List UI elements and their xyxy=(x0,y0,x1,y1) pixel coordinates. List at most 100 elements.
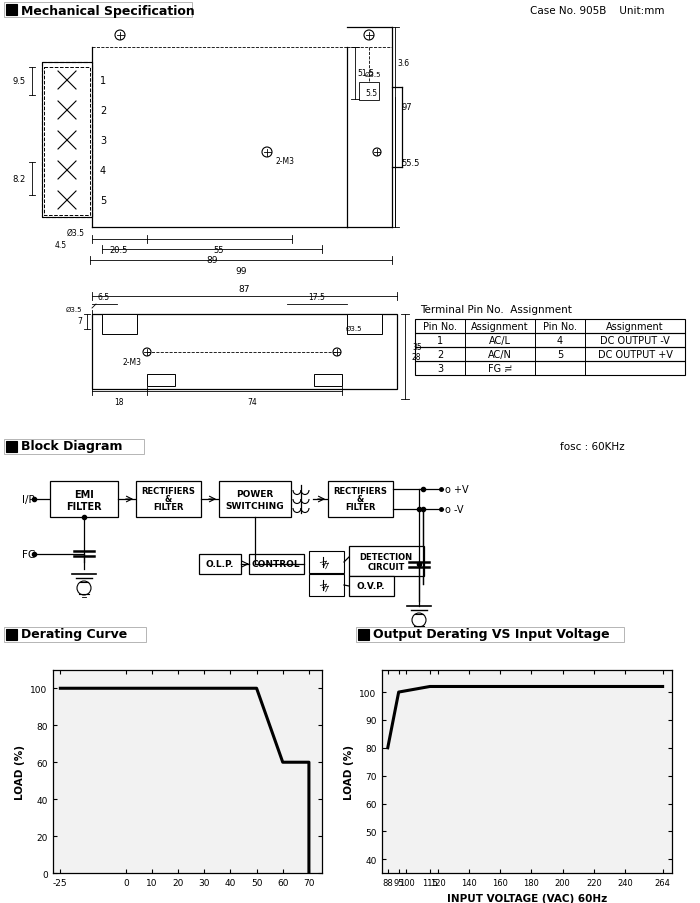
Bar xyxy=(356,628,624,642)
Text: 55.5: 55.5 xyxy=(401,158,419,167)
Bar xyxy=(102,314,137,335)
Text: Assignment: Assignment xyxy=(471,321,528,331)
Text: CIRCUIT: CIRCUIT xyxy=(368,563,405,572)
Text: Assignment: Assignment xyxy=(606,321,664,331)
Text: Ø3.5: Ø3.5 xyxy=(365,72,382,78)
Text: 2: 2 xyxy=(437,349,443,359)
Circle shape xyxy=(333,349,341,357)
Text: fosc : 60KHz: fosc : 60KHz xyxy=(560,442,624,452)
Text: AC/L: AC/L xyxy=(489,336,511,346)
Text: EMI: EMI xyxy=(74,489,94,499)
Bar xyxy=(4,440,144,454)
Circle shape xyxy=(115,31,125,41)
Text: O.L.P.: O.L.P. xyxy=(206,560,234,569)
Bar xyxy=(50,481,118,517)
Text: FILTER: FILTER xyxy=(153,503,183,512)
Text: SWITCHING: SWITCHING xyxy=(225,502,284,511)
Circle shape xyxy=(262,148,272,158)
Bar xyxy=(249,554,304,574)
Bar xyxy=(415,320,685,333)
Text: o +V: o +V xyxy=(445,485,468,495)
Text: FG ≓: FG ≓ xyxy=(488,364,512,374)
Y-axis label: LOAD (%): LOAD (%) xyxy=(15,744,24,799)
Text: Ø3.5: Ø3.5 xyxy=(346,326,363,331)
Text: &: & xyxy=(356,495,363,504)
Bar xyxy=(4,628,146,642)
Text: 5: 5 xyxy=(100,196,106,206)
Bar xyxy=(415,333,685,348)
Text: 4: 4 xyxy=(100,166,106,176)
Bar xyxy=(6,629,17,640)
Text: 7: 7 xyxy=(77,317,82,326)
Text: 6.5: 6.5 xyxy=(98,293,110,302)
Text: O.V.P.: O.V.P. xyxy=(357,582,385,591)
Text: FG: FG xyxy=(22,549,36,559)
Text: Terminal Pin No.  Assignment: Terminal Pin No. Assignment xyxy=(420,304,572,314)
Circle shape xyxy=(53,67,81,95)
Text: AC/N: AC/N xyxy=(488,349,512,359)
Text: FILTER: FILTER xyxy=(344,503,375,512)
Text: Case No. 905B    Unit:mm: Case No. 905B Unit:mm xyxy=(530,6,664,16)
Text: 1: 1 xyxy=(100,76,106,86)
Bar xyxy=(359,83,379,101)
Text: 5: 5 xyxy=(557,349,563,359)
Text: Ø3.5: Ø3.5 xyxy=(66,307,82,312)
Text: I/P: I/P xyxy=(22,495,35,505)
Text: Derating Curve: Derating Curve xyxy=(21,628,127,641)
Bar xyxy=(199,554,241,574)
Circle shape xyxy=(143,349,151,357)
Text: RECTIFIERS: RECTIFIERS xyxy=(141,487,195,496)
Circle shape xyxy=(53,157,81,185)
Bar xyxy=(42,63,92,218)
Bar xyxy=(6,442,17,452)
Text: 28: 28 xyxy=(412,352,421,361)
Text: RECTIFIERS: RECTIFIERS xyxy=(333,487,387,496)
Text: 17.5: 17.5 xyxy=(309,293,326,302)
Text: Block Diagram: Block Diagram xyxy=(21,440,122,453)
Text: 1: 1 xyxy=(437,336,443,346)
Text: FILTER: FILTER xyxy=(66,501,102,511)
Text: DC OUTPUT +V: DC OUTPUT +V xyxy=(598,349,673,359)
Text: Pin No.: Pin No. xyxy=(423,321,457,331)
Text: 74: 74 xyxy=(247,397,257,406)
Text: 3: 3 xyxy=(437,364,443,374)
Bar xyxy=(6,5,17,16)
Text: 97: 97 xyxy=(401,103,412,112)
Bar xyxy=(415,361,685,376)
Circle shape xyxy=(53,126,81,154)
Text: 2-M3: 2-M3 xyxy=(122,358,141,368)
Text: Output Derating VS Input Voltage: Output Derating VS Input Voltage xyxy=(373,628,610,641)
Bar xyxy=(136,481,201,517)
Bar xyxy=(42,63,92,218)
Circle shape xyxy=(53,187,81,215)
Text: 51.5: 51.5 xyxy=(357,70,374,79)
Text: DETECTION: DETECTION xyxy=(359,553,412,562)
Bar xyxy=(44,68,90,216)
Bar xyxy=(349,576,394,596)
Text: &: & xyxy=(164,495,172,504)
Text: 18: 18 xyxy=(114,397,124,406)
Text: 35: 35 xyxy=(412,342,421,351)
Bar xyxy=(92,314,397,389)
Text: 55: 55 xyxy=(214,246,224,255)
Text: DC OUTPUT -V: DC OUTPUT -V xyxy=(600,336,670,346)
Bar xyxy=(309,552,344,573)
Text: CONTROL: CONTROL xyxy=(252,560,300,569)
Text: 99: 99 xyxy=(235,266,246,275)
Bar xyxy=(328,481,393,517)
Text: Mechanical Specification: Mechanical Specification xyxy=(21,5,195,17)
Bar xyxy=(219,481,291,517)
Text: 2: 2 xyxy=(100,106,106,116)
Text: o -V: o -V xyxy=(445,505,463,515)
Bar xyxy=(415,348,685,361)
Bar xyxy=(349,546,424,576)
Text: 20.5: 20.5 xyxy=(110,246,128,255)
Text: 87: 87 xyxy=(239,284,251,293)
Text: 9.5: 9.5 xyxy=(13,78,26,87)
X-axis label: INPUT VOLTAGE (VAC) 60Hz: INPUT VOLTAGE (VAC) 60Hz xyxy=(447,892,607,903)
Text: 4.5: 4.5 xyxy=(55,241,67,250)
Text: 3: 3 xyxy=(100,135,106,146)
Text: 2-M3: 2-M3 xyxy=(275,156,294,165)
Text: POWER: POWER xyxy=(237,490,274,499)
Bar xyxy=(358,629,369,640)
